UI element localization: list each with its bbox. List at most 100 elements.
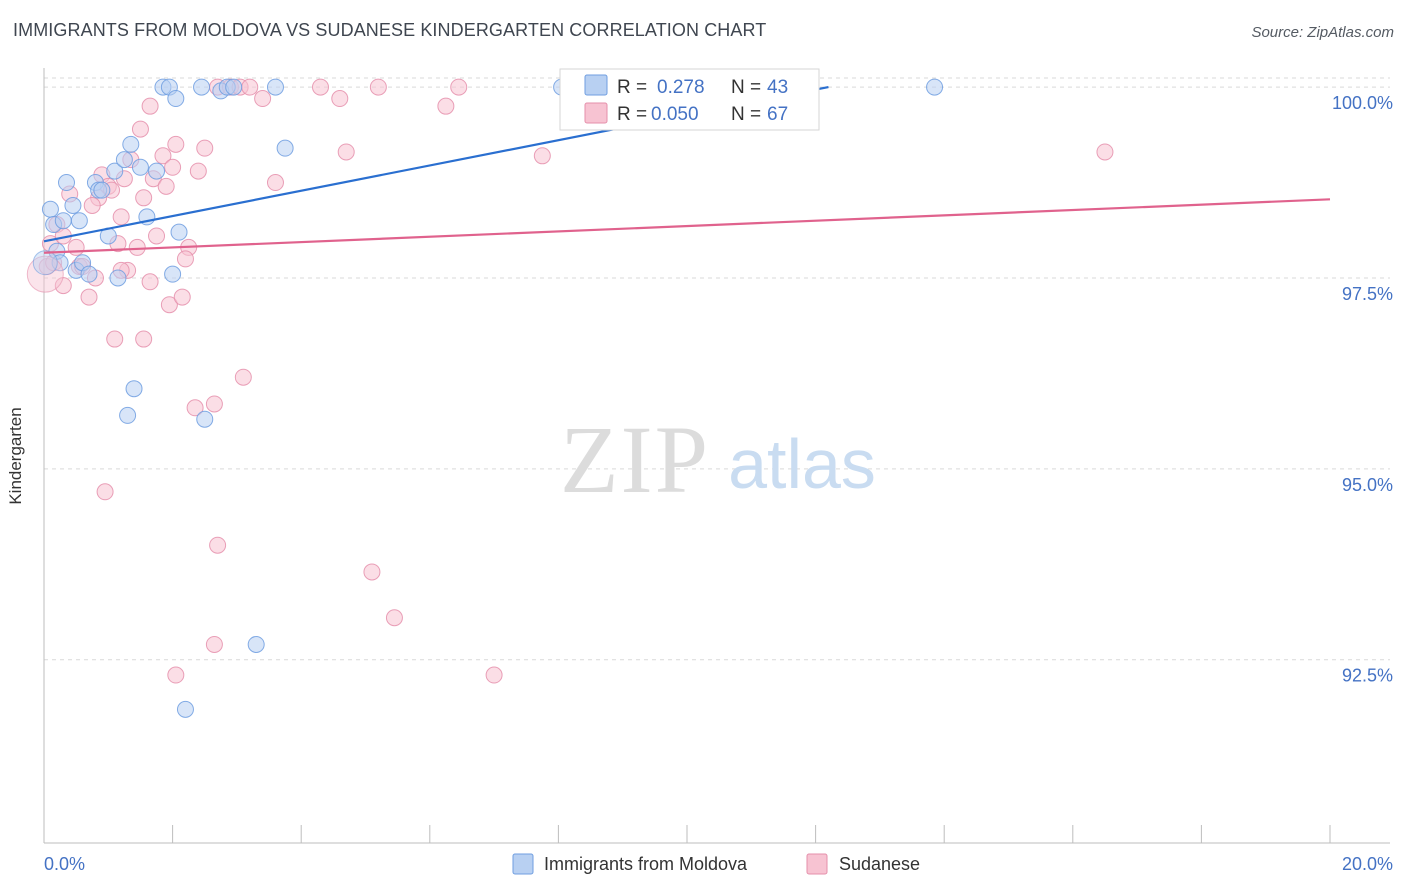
data-point-moldova (119, 406, 137, 424)
data-point-moldova (64, 196, 82, 214)
stats-n-label-sudanese: N = (731, 104, 761, 125)
data-point-sudanese (157, 177, 175, 195)
data-point-moldova (247, 635, 265, 653)
grid-layer (44, 77, 1390, 661)
data-point-sudanese (1096, 143, 1114, 161)
data-point-sudanese (241, 78, 259, 96)
data-point-moldova (122, 135, 140, 153)
data-point-sudanese (369, 78, 387, 96)
data-point-moldova (148, 162, 166, 180)
data-point-moldova (926, 78, 944, 96)
data-point-sudanese (485, 666, 503, 684)
data-point-moldova (32, 250, 58, 276)
watermark-zip: ZIP (560, 406, 710, 513)
data-point-moldova (167, 90, 185, 108)
data-point-moldova (170, 223, 188, 241)
y-tick-label: 97.5% (1342, 284, 1393, 304)
data-point-sudanese (266, 174, 284, 192)
tick-label-layer: 100.0% 97.5% 95.0% 92.5% 0.0% 20.0% (44, 93, 1393, 874)
data-point-sudanese (385, 609, 403, 627)
data-point-sudanese (450, 78, 468, 96)
stats-n-value-moldova: 43 (767, 77, 788, 98)
data-point-sudanese (148, 227, 166, 245)
watermark-atlas: atlas (728, 425, 876, 503)
data-point-moldova (131, 158, 149, 176)
data-point-sudanese (331, 90, 349, 108)
data-point-sudanese (234, 368, 252, 386)
data-point-sudanese (209, 536, 227, 554)
data-point-sudanese (254, 90, 272, 108)
stats-r-label-sudanese: R = (617, 104, 647, 125)
data-point-sudanese (167, 135, 185, 153)
stats-legend: R = 0.278 N = 43 R = 0.050 N = 67 (559, 68, 820, 131)
data-point-moldova (276, 139, 294, 157)
data-point-sudanese (112, 208, 130, 226)
data-point-sudanese (176, 250, 194, 268)
data-point-sudanese (135, 189, 153, 207)
data-point-sudanese (96, 483, 114, 501)
data-point-sudanese (141, 273, 159, 291)
data-point-sudanese (205, 395, 223, 413)
legend-label-sudanese: Sudanese (839, 854, 920, 874)
points-layer (26, 78, 1114, 718)
stats-r-label-moldova: R = (617, 77, 647, 98)
data-point-sudanese (189, 162, 207, 180)
stats-r-value-moldova: 0.278 (657, 77, 705, 98)
stats-r-value-sudanese: 0.050 (651, 104, 699, 125)
data-point-sudanese (106, 330, 124, 348)
data-point-sudanese (437, 97, 455, 115)
data-point-moldova (125, 380, 143, 398)
data-point-moldova (196, 410, 214, 428)
data-point-sudanese (135, 330, 153, 348)
data-point-moldova (41, 200, 59, 218)
data-point-moldova (115, 151, 133, 169)
data-point-moldova (164, 265, 182, 283)
data-point-moldova (193, 78, 211, 96)
data-point-sudanese (164, 158, 182, 176)
source-label: Source: ZipAtlas.com (1251, 24, 1394, 41)
legend-swatch-moldova (512, 853, 534, 875)
legend-swatch-sudanese (806, 853, 828, 875)
x-tick-label: 20.0% (1342, 854, 1393, 874)
data-point-sudanese (196, 139, 214, 157)
data-point-sudanese (160, 296, 178, 314)
data-point-sudanese (186, 399, 204, 417)
stats-swatch-sudanese (584, 102, 608, 124)
data-point-sudanese (363, 563, 381, 581)
data-point-moldova (58, 174, 76, 192)
data-point-moldova (80, 265, 98, 283)
data-point-sudanese (311, 78, 329, 96)
data-point-sudanese (128, 238, 146, 256)
data-point-sudanese (205, 635, 223, 653)
data-point-sudanese (173, 288, 191, 306)
stats-n-label-moldova: N = (731, 77, 761, 98)
trend-line-sudanese (43, 198, 1331, 254)
data-point-sudanese (154, 147, 172, 165)
data-point-moldova (51, 254, 69, 272)
data-point-sudanese (337, 143, 355, 161)
data-point-sudanese (67, 238, 85, 256)
data-point-moldova (93, 181, 111, 199)
y-tick-label: 100.0% (1332, 93, 1393, 113)
data-point-sudanese (533, 147, 551, 165)
x-tick-label: 0.0% (44, 854, 85, 874)
data-point-sudanese (26, 255, 64, 293)
data-point-sudanese (141, 97, 159, 115)
data-point-moldova (106, 162, 124, 180)
data-point-moldova (54, 212, 72, 230)
y-tick-label: 92.5% (1342, 666, 1393, 686)
data-point-moldova (225, 78, 243, 96)
data-point-sudanese (83, 196, 101, 214)
data-point-sudanese (80, 288, 98, 306)
y-axis-label: Kindergarten (6, 407, 25, 505)
data-point-moldova (70, 212, 88, 230)
stats-swatch-moldova (584, 74, 608, 96)
data-point-moldova (109, 269, 127, 287)
legend-label-moldova: Immigrants from Moldova (544, 854, 748, 874)
stats-n-value-sudanese: 67 (767, 104, 788, 125)
watermark: ZIP atlas (560, 406, 876, 513)
axes-layer (43, 68, 1390, 844)
data-point-sudanese (131, 120, 149, 138)
data-point-moldova (176, 700, 194, 718)
